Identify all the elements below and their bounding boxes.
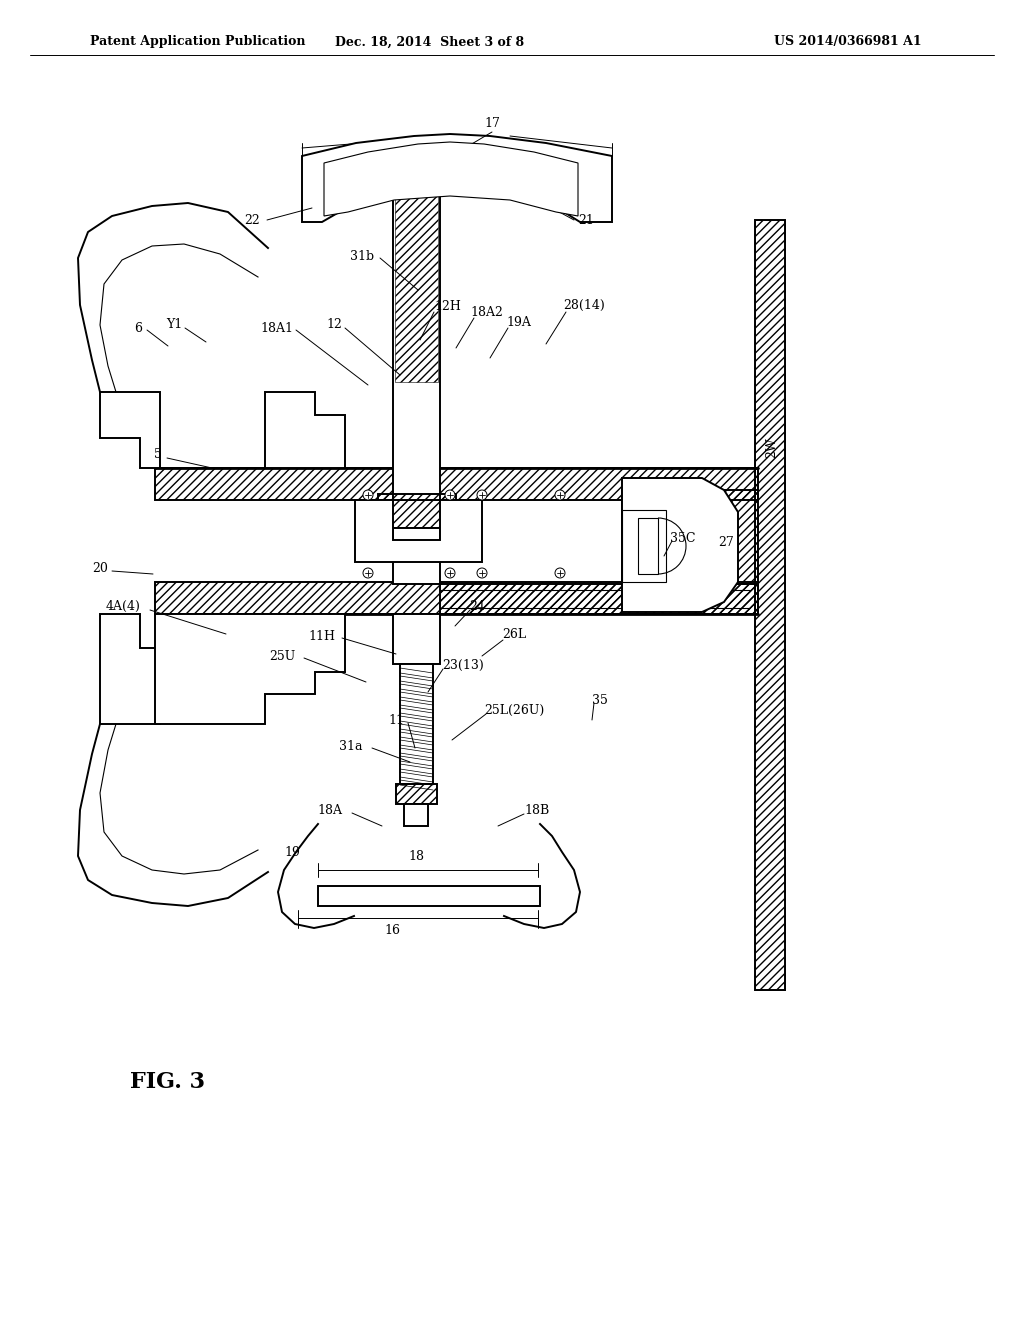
Polygon shape	[318, 886, 540, 906]
Circle shape	[362, 490, 373, 500]
Text: 25L(26U): 25L(26U)	[484, 704, 544, 717]
Text: 25U: 25U	[268, 651, 295, 664]
Polygon shape	[355, 500, 482, 562]
Polygon shape	[755, 220, 785, 990]
Text: 18A2: 18A2	[470, 306, 503, 319]
Circle shape	[555, 568, 565, 578]
Polygon shape	[622, 478, 738, 612]
Circle shape	[555, 490, 565, 500]
Text: Patent Application Publication: Patent Application Publication	[90, 36, 305, 49]
Circle shape	[445, 490, 455, 500]
Polygon shape	[155, 614, 345, 723]
Text: 6: 6	[134, 322, 142, 334]
Text: 19: 19	[284, 846, 300, 858]
Circle shape	[477, 490, 487, 500]
Text: 27: 27	[718, 536, 734, 549]
Text: 19A: 19A	[506, 317, 530, 330]
Text: 17: 17	[484, 117, 500, 129]
Polygon shape	[100, 392, 160, 469]
Polygon shape	[302, 135, 612, 222]
Polygon shape	[265, 392, 345, 469]
Polygon shape	[393, 614, 440, 664]
Text: 35C: 35C	[670, 532, 695, 544]
Text: FIG. 3: FIG. 3	[130, 1071, 205, 1093]
Text: Dec. 18, 2014  Sheet 3 of 8: Dec. 18, 2014 Sheet 3 of 8	[336, 36, 524, 49]
Text: 31a: 31a	[340, 739, 362, 752]
Text: 2W: 2W	[766, 438, 778, 458]
Text: 21: 21	[578, 214, 594, 227]
Polygon shape	[400, 664, 433, 784]
Text: 18A: 18A	[317, 804, 342, 817]
Text: 31b: 31b	[350, 249, 374, 263]
Text: 18: 18	[408, 850, 424, 862]
Text: 11H: 11H	[308, 630, 335, 643]
Text: US 2014/0366981 A1: US 2014/0366981 A1	[774, 36, 922, 49]
Polygon shape	[622, 510, 666, 582]
Text: 24: 24	[469, 599, 485, 612]
Text: 12H: 12H	[434, 300, 461, 313]
Polygon shape	[324, 143, 578, 216]
Polygon shape	[100, 614, 160, 723]
Text: 23(13): 23(13)	[442, 659, 483, 672]
Polygon shape	[638, 517, 658, 574]
Circle shape	[477, 568, 487, 578]
Text: 35: 35	[592, 693, 608, 706]
Polygon shape	[393, 190, 440, 500]
Circle shape	[362, 568, 373, 578]
Text: 12: 12	[326, 318, 342, 331]
Text: 4A(4): 4A(4)	[105, 599, 140, 612]
Text: 11: 11	[388, 714, 404, 726]
Text: 18B: 18B	[524, 804, 549, 817]
Text: Y1: Y1	[166, 318, 182, 331]
Text: 20: 20	[92, 561, 108, 574]
Text: 22: 22	[245, 214, 260, 227]
Polygon shape	[393, 528, 440, 583]
Text: 18A1: 18A1	[260, 322, 293, 334]
Text: 26L: 26L	[502, 628, 526, 642]
Text: 28(14): 28(14)	[563, 298, 605, 312]
Text: 5: 5	[155, 449, 162, 462]
Text: 16: 16	[384, 924, 400, 936]
Circle shape	[445, 568, 455, 578]
Polygon shape	[404, 804, 428, 826]
